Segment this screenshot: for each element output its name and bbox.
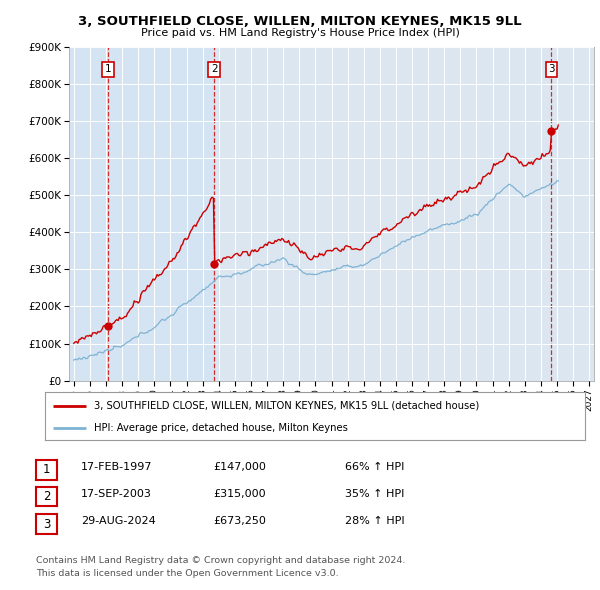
Text: Price paid vs. HM Land Registry's House Price Index (HPI): Price paid vs. HM Land Registry's House … bbox=[140, 28, 460, 38]
Text: This data is licensed under the Open Government Licence v3.0.: This data is licensed under the Open Gov… bbox=[36, 569, 338, 578]
Text: £147,000: £147,000 bbox=[213, 462, 266, 472]
Text: £673,250: £673,250 bbox=[213, 516, 266, 526]
Text: 3: 3 bbox=[548, 64, 555, 74]
Text: 17-FEB-1997: 17-FEB-1997 bbox=[81, 462, 152, 472]
Text: 3, SOUTHFIELD CLOSE, WILLEN, MILTON KEYNES, MK15 9LL (detached house): 3, SOUTHFIELD CLOSE, WILLEN, MILTON KEYN… bbox=[94, 401, 479, 411]
Text: 35% ↑ HPI: 35% ↑ HPI bbox=[345, 489, 404, 499]
Text: HPI: Average price, detached house, Milton Keynes: HPI: Average price, detached house, Milt… bbox=[94, 423, 347, 432]
Text: Contains HM Land Registry data © Crown copyright and database right 2024.: Contains HM Land Registry data © Crown c… bbox=[36, 556, 406, 565]
Text: 28% ↑ HPI: 28% ↑ HPI bbox=[345, 516, 404, 526]
Text: 2: 2 bbox=[211, 64, 217, 74]
Text: 2: 2 bbox=[43, 490, 50, 503]
Text: £315,000: £315,000 bbox=[213, 489, 266, 499]
Bar bbox=[551, 47, 594, 381]
Text: 1: 1 bbox=[43, 463, 50, 477]
Bar bbox=[69, 47, 214, 381]
Text: 1: 1 bbox=[104, 64, 111, 74]
Text: 29-AUG-2024: 29-AUG-2024 bbox=[81, 516, 156, 526]
Text: 66% ↑ HPI: 66% ↑ HPI bbox=[345, 462, 404, 472]
Text: 3: 3 bbox=[43, 517, 50, 531]
Text: 3, SOUTHFIELD CLOSE, WILLEN, MILTON KEYNES, MK15 9LL: 3, SOUTHFIELD CLOSE, WILLEN, MILTON KEYN… bbox=[78, 15, 522, 28]
Text: 17-SEP-2003: 17-SEP-2003 bbox=[81, 489, 152, 499]
